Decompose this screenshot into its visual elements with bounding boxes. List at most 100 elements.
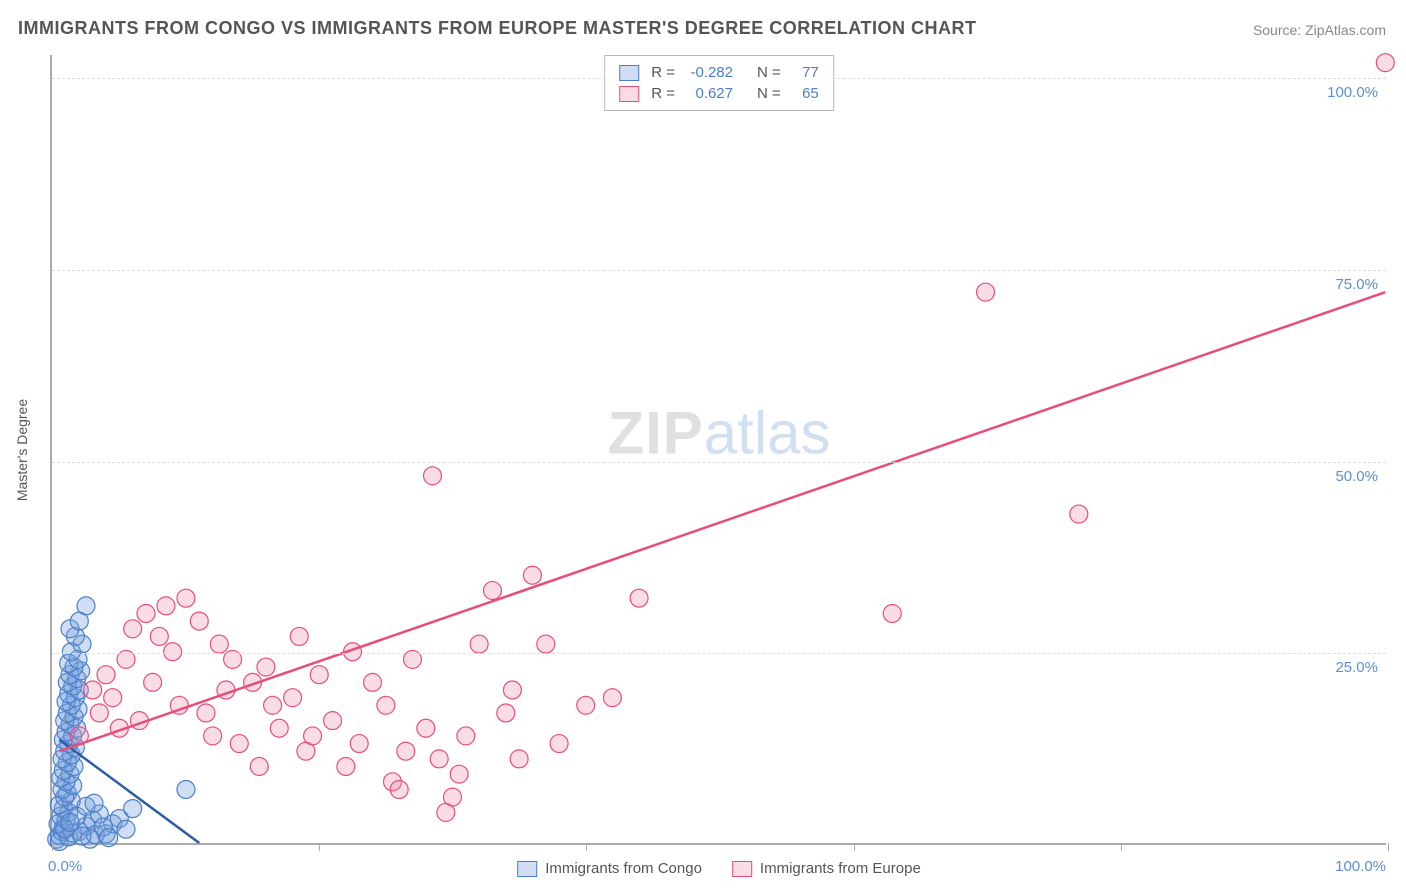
data-point — [177, 589, 195, 607]
legend-row-congo: R = -0.282 N = 77 — [619, 62, 819, 83]
data-point — [417, 719, 435, 737]
data-point — [150, 627, 168, 645]
data-point — [324, 712, 342, 730]
data-point — [483, 582, 501, 600]
data-point — [364, 673, 382, 691]
data-point — [270, 719, 288, 737]
data-point — [377, 696, 395, 714]
data-point — [470, 635, 488, 653]
data-point — [284, 689, 302, 707]
x-tick — [319, 843, 320, 851]
r-label-congo: R = — [651, 64, 675, 81]
gridline — [52, 653, 1386, 654]
data-point — [61, 813, 79, 831]
data-point — [177, 780, 195, 798]
x-tick — [52, 843, 53, 851]
swatch-congo-bottom — [517, 861, 537, 877]
data-point — [630, 589, 648, 607]
data-point — [443, 788, 461, 806]
swatch-congo — [619, 65, 639, 81]
data-point — [510, 750, 528, 768]
data-point — [85, 794, 103, 812]
data-point — [144, 673, 162, 691]
gridline — [52, 270, 1386, 271]
data-point — [100, 829, 118, 847]
legend-item-congo: Immigrants from Congo — [517, 860, 702, 877]
x-max-label: 100.0% — [1335, 858, 1386, 875]
data-point — [230, 735, 248, 753]
data-point — [124, 800, 142, 818]
data-point — [430, 750, 448, 768]
data-point — [390, 780, 408, 798]
data-point — [157, 597, 175, 615]
legend-row-europe: R = 0.627 N = 65 — [619, 83, 819, 104]
correlation-legend: R = -0.282 N = 77 R = 0.627 N = 65 — [604, 55, 834, 111]
data-point — [290, 627, 308, 645]
data-point — [104, 689, 122, 707]
data-point — [1070, 505, 1088, 523]
data-point — [424, 467, 442, 485]
n-value-congo: 77 — [789, 64, 819, 81]
y-axis-label: Master's Degree — [14, 399, 30, 501]
data-point — [450, 765, 468, 783]
x-tick — [586, 843, 587, 851]
n-label-europe: N = — [757, 85, 781, 102]
x-tick — [854, 843, 855, 851]
data-point — [304, 727, 322, 745]
data-point — [1376, 54, 1394, 72]
data-point — [137, 605, 155, 623]
y-tick-label: 25.0% — [1335, 659, 1378, 676]
data-point — [257, 658, 275, 676]
data-point — [397, 742, 415, 760]
n-label-congo: N = — [757, 64, 781, 81]
data-point — [77, 597, 95, 615]
data-point — [310, 666, 328, 684]
data-point — [883, 605, 901, 623]
data-point — [350, 735, 368, 753]
y-tick-label: 100.0% — [1327, 84, 1378, 101]
r-value-congo: -0.282 — [683, 64, 733, 81]
chart-title: IMMIGRANTS FROM CONGO VS IMMIGRANTS FROM… — [18, 18, 976, 39]
legend-label-europe: Immigrants from Europe — [760, 860, 921, 877]
r-value-europe: 0.627 — [683, 85, 733, 102]
y-tick-label: 75.0% — [1335, 276, 1378, 293]
legend-item-europe: Immigrants from Europe — [732, 860, 921, 877]
series-legend: Immigrants from Congo Immigrants from Eu… — [517, 860, 921, 877]
data-point — [523, 566, 541, 584]
legend-label-congo: Immigrants from Congo — [545, 860, 702, 877]
y-tick-label: 50.0% — [1335, 468, 1378, 485]
data-point — [204, 727, 222, 745]
plot-region: ZIPatlas R = -0.282 N = 77 R = 0.627 N =… — [50, 55, 1386, 845]
data-point — [603, 689, 621, 707]
data-point — [250, 758, 268, 776]
data-point — [190, 612, 208, 630]
data-point — [97, 666, 115, 684]
data-point — [117, 820, 135, 838]
x-origin-label: 0.0% — [48, 858, 82, 875]
data-point — [503, 681, 521, 699]
source-attribution: Source: ZipAtlas.com — [1253, 22, 1386, 38]
data-point — [977, 283, 995, 301]
data-point — [550, 735, 568, 753]
data-point — [577, 696, 595, 714]
swatch-europe-bottom — [732, 861, 752, 877]
data-point — [264, 696, 282, 714]
n-value-europe: 65 — [789, 85, 819, 102]
data-point — [210, 635, 228, 653]
data-point — [124, 620, 142, 638]
x-tick — [1388, 843, 1389, 851]
data-point — [164, 643, 182, 661]
x-tick — [1121, 843, 1122, 851]
scatter-svg — [52, 55, 1386, 843]
data-point — [337, 758, 355, 776]
data-point — [497, 704, 515, 722]
data-point — [197, 704, 215, 722]
data-point — [90, 704, 108, 722]
trend-line — [59, 292, 1385, 751]
data-point — [537, 635, 555, 653]
data-point — [457, 727, 475, 745]
gridline — [52, 462, 1386, 463]
r-label-europe: R = — [651, 85, 675, 102]
chart-container: Master's Degree ZIPatlas R = -0.282 N = … — [50, 55, 1386, 845]
data-point — [84, 681, 102, 699]
